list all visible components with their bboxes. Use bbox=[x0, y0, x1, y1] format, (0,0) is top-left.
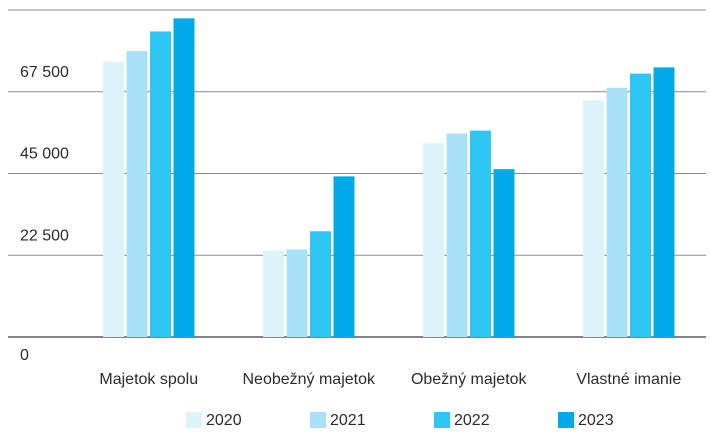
bar-2021-2 bbox=[446, 133, 468, 337]
x-axis-categories: Majetok spolu Neobežný majetok Obežný maje… bbox=[99, 371, 681, 388]
bar-2020-1 bbox=[263, 250, 284, 337]
x-category-label: Neobežný majetok bbox=[242, 371, 376, 388]
legend-label-2020: 2020 bbox=[206, 412, 242, 429]
bar-2020-0 bbox=[103, 61, 124, 338]
bar-2021-1 bbox=[286, 249, 308, 337]
bar-2020-3 bbox=[583, 100, 604, 337]
legend-label-2021: 2021 bbox=[330, 412, 366, 429]
bar-2022-0 bbox=[150, 31, 171, 337]
bars-layer bbox=[103, 18, 675, 338]
legend-swatch-2022 bbox=[434, 412, 450, 428]
legend-swatch-2020 bbox=[186, 412, 202, 428]
bar-2022-3 bbox=[630, 73, 651, 337]
x-category-label: Majetok spolu bbox=[99, 371, 198, 388]
legend-swatch-2023 bbox=[558, 412, 574, 428]
legend-swatch-2021 bbox=[310, 412, 326, 428]
y-tick-label: 67 500 bbox=[20, 64, 69, 81]
y-tick-label: 0 bbox=[20, 347, 29, 364]
x-category-label: Obežný majetok bbox=[411, 371, 528, 388]
y-tick-label: 45 000 bbox=[20, 146, 69, 163]
bar-2023-2 bbox=[493, 169, 515, 337]
bar-2023-1 bbox=[333, 176, 355, 337]
bar-2022-2 bbox=[470, 130, 491, 337]
bar-2023-3 bbox=[653, 67, 675, 337]
legend: 2020 2021 2022 2023 bbox=[186, 412, 614, 429]
legend-label-2023: 2023 bbox=[578, 412, 614, 429]
bar-2021-0 bbox=[126, 51, 148, 337]
y-tick-label: 22 500 bbox=[20, 227, 69, 244]
bar-2023-0 bbox=[173, 18, 195, 338]
bar-2020-2 bbox=[423, 143, 444, 337]
bar-2022-1 bbox=[310, 231, 331, 337]
legend-label-2022: 2022 bbox=[454, 412, 490, 429]
x-category-label: Vlastné imanie bbox=[576, 371, 681, 388]
bar-2021-3 bbox=[606, 87, 628, 338]
